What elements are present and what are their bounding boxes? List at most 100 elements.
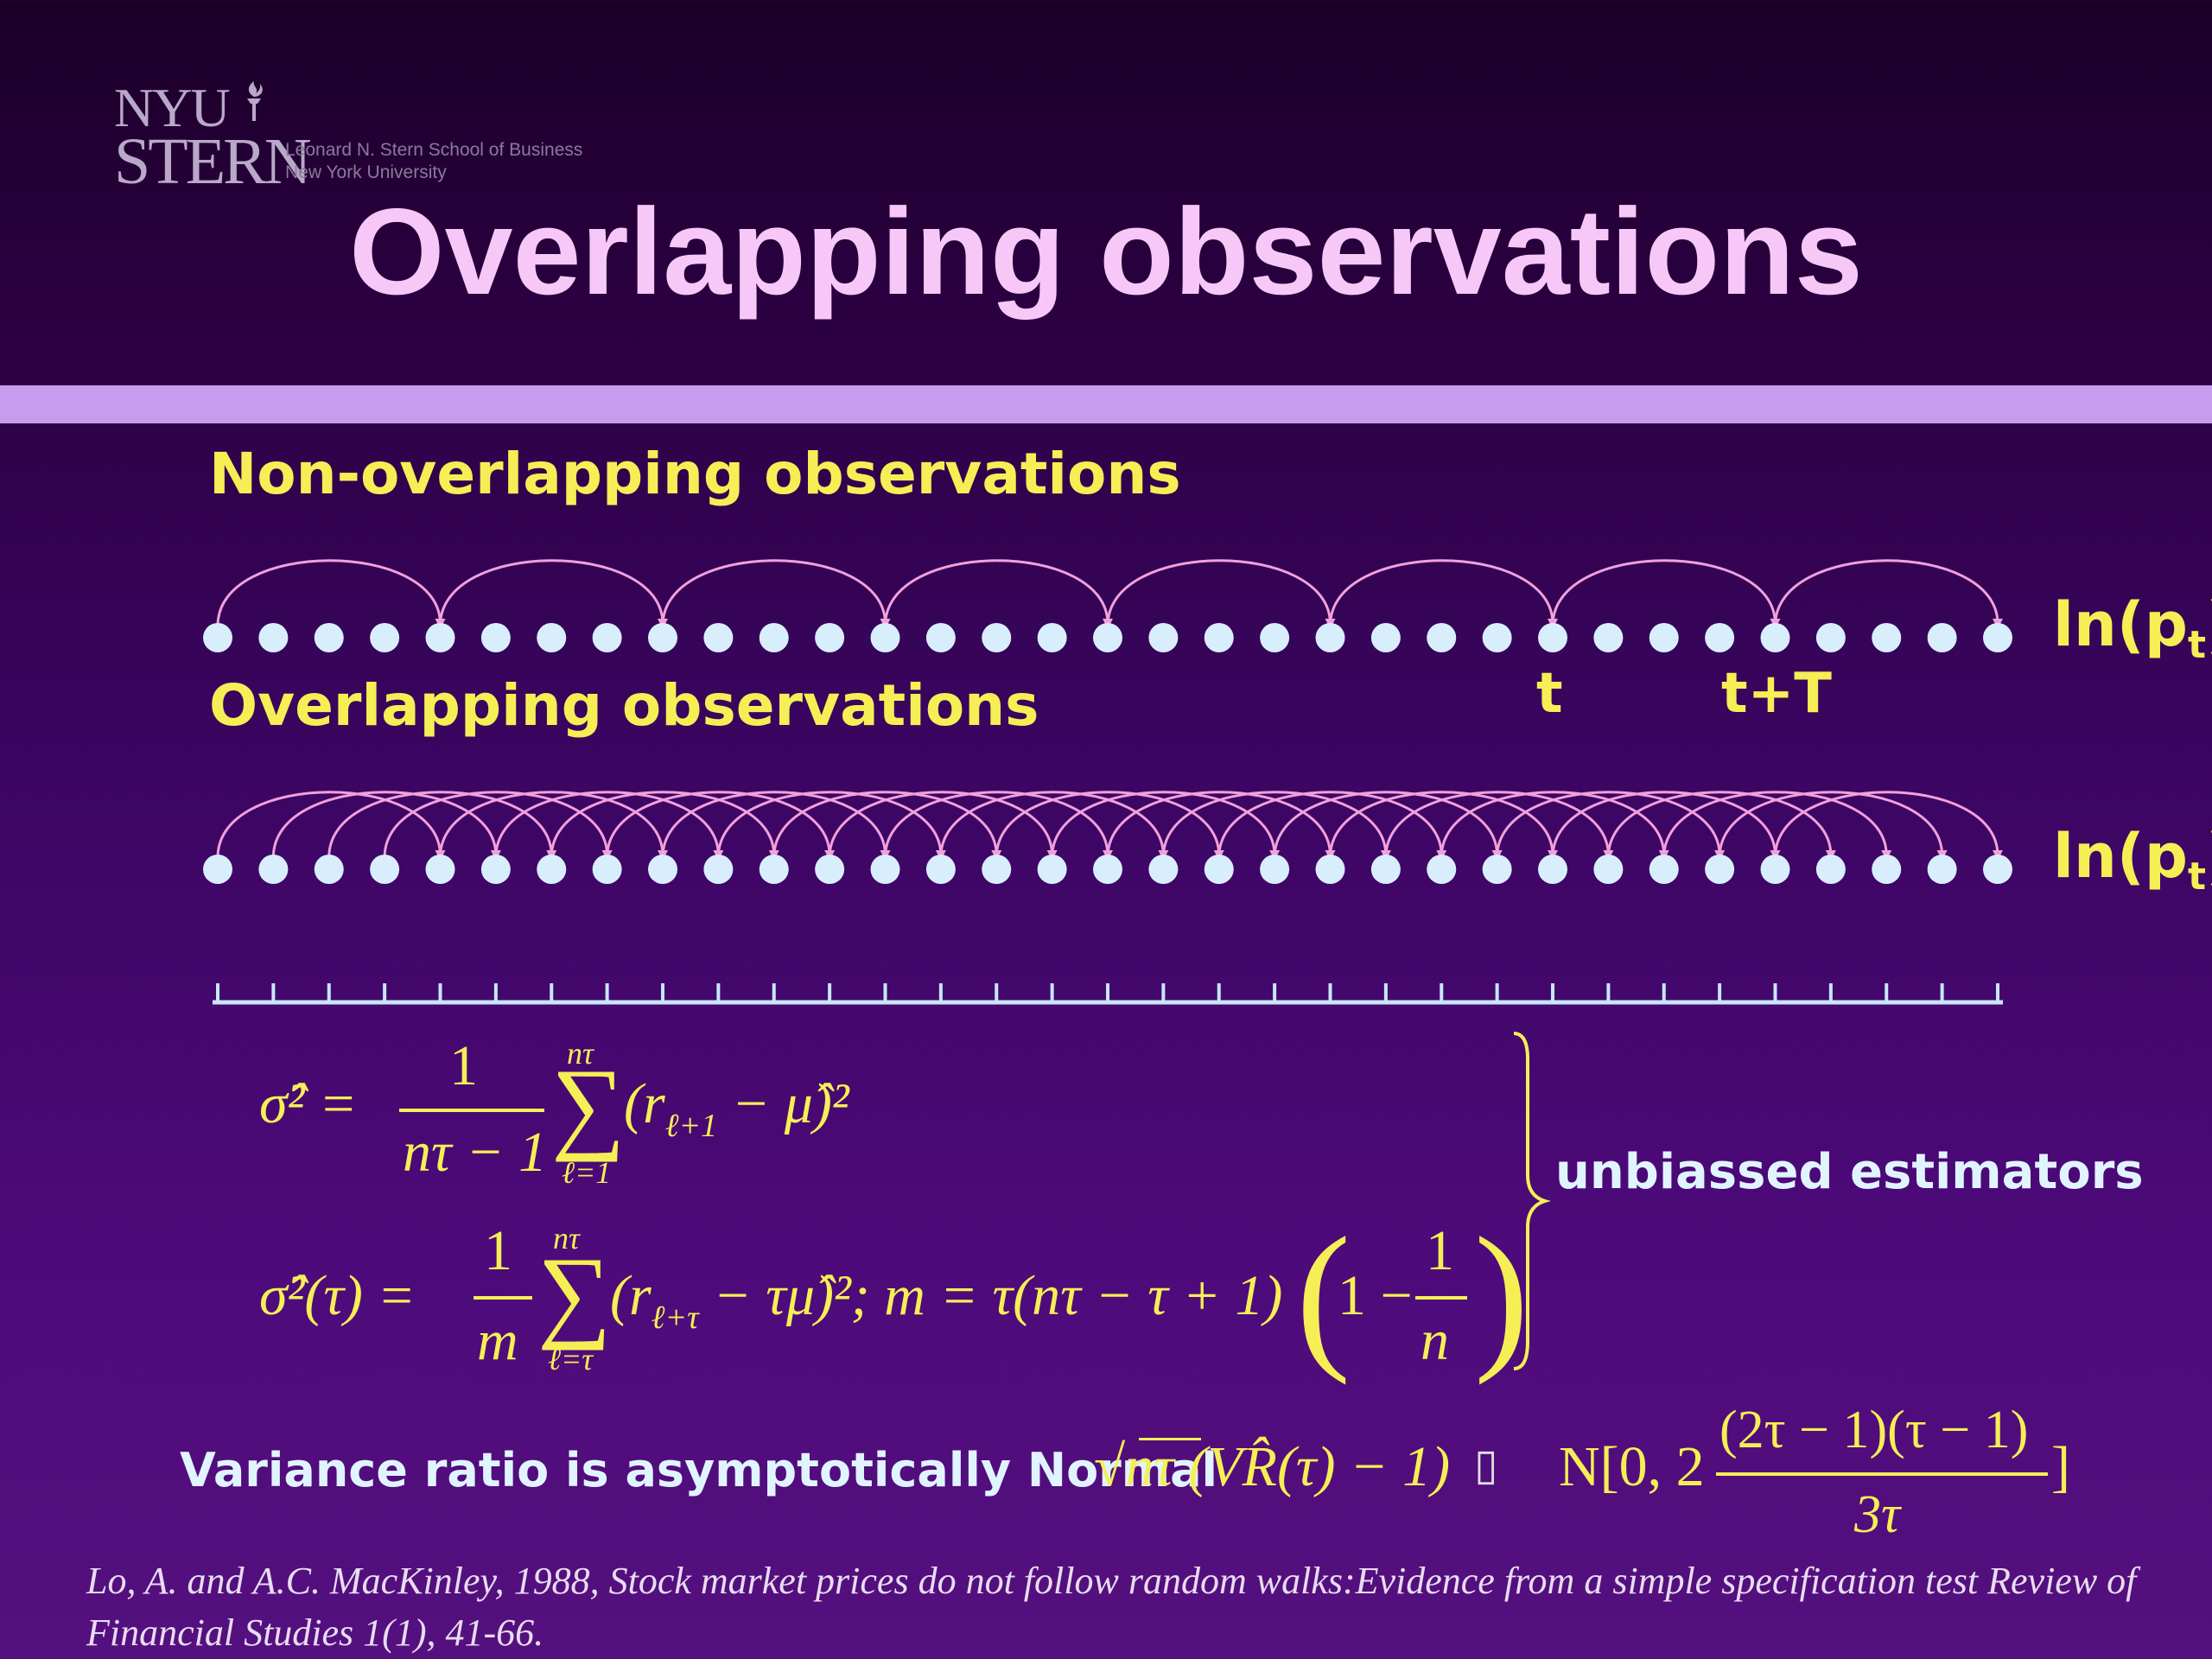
overlapping-arc [939,791,1169,861]
observation-dot [203,855,232,884]
observation-dot [1872,623,1902,652]
observation-dot [1927,623,1957,652]
observation-dot [703,855,734,884]
formula2-fraction-bar [474,1296,532,1300]
non-overlapping-series-label: ln(pt) [2053,589,2212,667]
observation-dot [815,855,845,884]
series-label-subscript: t [2187,623,2206,667]
observation-dot [480,623,511,652]
variance-ratio-rhs-suffix: ] [2051,1435,2070,1498]
observation-dot [1593,855,1624,884]
observation-dot [425,855,455,884]
observation-dot [1315,623,1345,652]
observation-dot [1260,623,1290,652]
overlapping-arc [1551,791,1781,861]
observation-dot [703,623,734,652]
observation-dot [258,855,289,884]
observation-dot [370,623,400,652]
formula2-sum-upper: nτ [553,1221,580,1255]
variance-ratio-rhs-numerator: (2τ − 1)(τ − 1) [1719,1401,2029,1459]
overlapping-arc [772,791,1002,861]
observation-dot [1037,855,1067,884]
overlapping-arc [1606,791,1836,861]
observation-dot [1482,855,1512,884]
observation-dot [1538,855,1567,884]
overlapping-arc [327,791,557,861]
observation-dot [1593,623,1624,652]
formula2-numerator: 1 [484,1219,512,1282]
overlapping-arc [1161,791,1391,861]
approx-distributed-icon: ▯ [1474,1440,1498,1489]
observation-dot [759,855,789,884]
observation-dot [1538,623,1567,652]
formula2-tail: − τμ̂)²; m = τ(nτ − τ + 1) [698,1264,1283,1327]
observation-dot [314,623,344,652]
observation-dot [1204,623,1234,652]
right-brace [1513,1032,1551,1370]
series-label-close: ) [2206,821,2212,892]
observation-dot [1705,623,1735,652]
observation-dot [425,623,455,652]
observation-dot [1148,855,1179,884]
non-overlapping-arc [1774,559,2003,629]
formula2-sum-lower: ℓ=τ [548,1342,594,1376]
observation-dot [1427,855,1457,884]
observation-dot [925,623,956,652]
overlapping-arc [439,791,668,861]
variance-ratio-rhs-prefix: N[0, 2 [1559,1435,1705,1498]
overlapping-arc [995,791,1224,861]
formula2-lhs: σ̂²(τ) = [259,1264,416,1327]
observation-dot [592,623,622,652]
reference-citation: Lo, A. and A.C. MacKinley, 1988, Stock m… [86,1560,2137,1654]
overlapping-dots [203,855,2012,884]
non-overlapping-heading: Non-overlapping observations [209,441,1181,507]
variance-ratio-fraction-bar [1716,1472,2048,1476]
formula2-subscript: ℓ+τ [651,1300,699,1336]
overlapping-arc [1329,791,1558,861]
overlapping-arc [828,791,1058,861]
observation-dot [1093,855,1122,884]
non-overlapping-arc [216,559,446,629]
non-overlapping-arc [1551,559,1781,629]
series-label-text: ln(p [2053,589,2188,660]
series-label-text: ln(p [2053,821,2188,892]
formula1-lhs: σ̂² = [259,1072,358,1135]
marker-t: t [1536,662,1563,726]
formula2-body-text: (r [610,1264,652,1327]
overlapping-arc [661,791,891,861]
observation-dot [203,623,232,652]
variance-ratio-label: Variance ratio is asymptotically Normal [180,1443,1218,1497]
overlapping-arc [1384,791,1614,861]
formula2-paren-one: 1 − [1338,1264,1413,1327]
non-overlapping-arcs [216,559,2003,629]
unbiased-estimators-label: unbiassed estimators [1555,1144,2144,1200]
observation-dot [870,623,900,652]
observation-dot [1760,855,1790,884]
observation-dot [925,855,956,884]
overlapping-arc [550,791,779,861]
overlapping-arc [1217,791,1447,861]
formula1-tail: − μ̂)² [717,1072,849,1135]
observation-dot [1927,855,1957,884]
title-divider-band [0,385,2212,423]
observation-dot [1705,855,1735,884]
formula2-paren-numerator: 1 [1426,1219,1454,1282]
formula2-left-paren: ( [1296,1205,1351,1386]
non-overlapping-dots [203,623,2012,652]
non-overlapping-arc [439,559,668,629]
observation-dot [870,855,900,884]
observation-dot [1093,623,1122,652]
observation-dot [1815,855,1846,884]
observation-dot [1315,855,1345,884]
overlapping-arc [1496,791,1726,861]
observation-dot [1760,623,1790,652]
formula1-sigma: ∑ [551,1047,626,1162]
overlapping-arc [1774,791,2003,861]
overlapping-arc [1051,791,1281,861]
series-label-subscript: t [2187,855,2206,899]
non-overlapping-arc [1329,559,1558,629]
observation-dot [592,855,622,884]
formula1-numerator: 1 [449,1034,478,1097]
formula2-sigma: ∑ [537,1236,612,1351]
